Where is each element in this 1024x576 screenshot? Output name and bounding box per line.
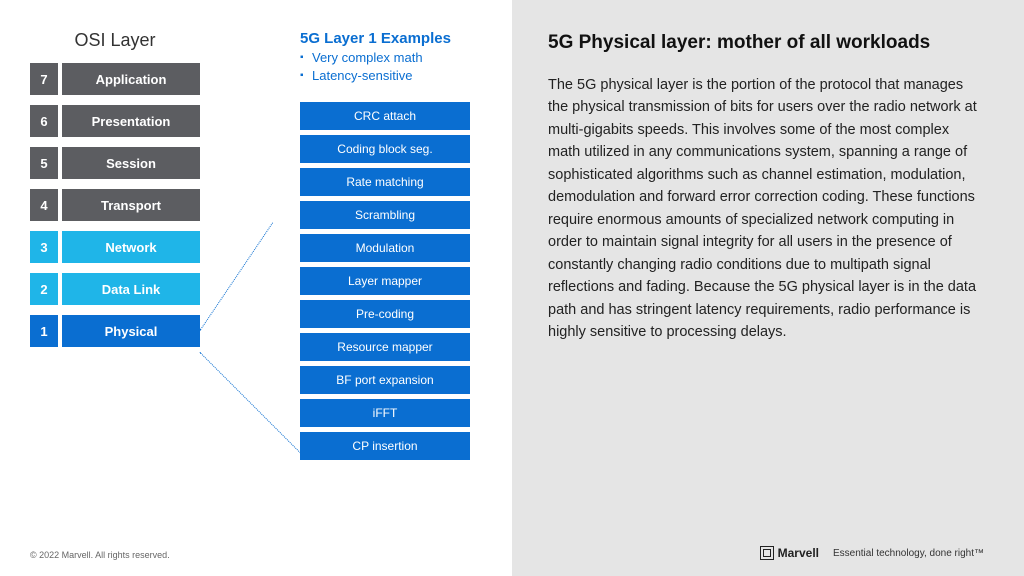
- osi-title: OSI Layer: [30, 30, 200, 51]
- example-item: BF port expansion: [300, 366, 470, 394]
- bullet: Latency-sensitive: [300, 67, 470, 85]
- osi-num: 7: [30, 63, 58, 95]
- examples-bullets: Very complex math Latency-sensitive: [300, 49, 470, 84]
- osi-layer-2: 2 Data Link: [30, 273, 200, 305]
- connector-top: [200, 222, 274, 330]
- example-item: Scrambling: [300, 201, 470, 229]
- osi-label: Network: [62, 231, 200, 263]
- osi-label: Application: [62, 63, 200, 95]
- example-item: Resource mapper: [300, 333, 470, 361]
- right-body: The 5G physical layer is the portion of …: [548, 74, 984, 344]
- example-item: iFFT: [300, 399, 470, 427]
- osi-num: 1: [30, 315, 58, 347]
- osi-layer-5: 5 Session: [30, 147, 200, 179]
- osi-layer-3: 3 Network: [30, 231, 200, 263]
- osi-layer-7: 7 Application: [30, 63, 200, 95]
- osi-label: Physical: [62, 315, 200, 347]
- osi-layer-6: 6 Presentation: [30, 105, 200, 137]
- osi-stack: 7 Application 6 Presentation 5 Session 4…: [30, 63, 200, 347]
- examples-title: 5G Layer 1 Examples: [300, 30, 470, 47]
- left-panel: OSI Layer 7 Application 6 Presentation 5…: [0, 0, 512, 576]
- example-item: Layer mapper: [300, 267, 470, 295]
- brand-tagline: Essential technology, done right™: [833, 548, 984, 559]
- osi-label: Session: [62, 147, 200, 179]
- example-item: Rate matching: [300, 168, 470, 196]
- brand-logo: Marvell: [760, 546, 819, 560]
- brand-logo-icon: [760, 546, 774, 560]
- osi-label: Data Link: [62, 273, 200, 305]
- example-item: CRC attach: [300, 102, 470, 130]
- connector-bottom: [200, 352, 301, 453]
- brand-name: Marvell: [778, 546, 819, 560]
- example-stack: CRC attach Coding block seg. Rate matchi…: [300, 102, 470, 460]
- osi-num: 2: [30, 273, 58, 305]
- bullet: Very complex math: [300, 49, 470, 67]
- examples-column: 5G Layer 1 Examples Very complex math La…: [300, 30, 470, 460]
- example-item: CP insertion: [300, 432, 470, 460]
- example-item: Pre-coding: [300, 300, 470, 328]
- osi-num: 4: [30, 189, 58, 221]
- example-item: Coding block seg.: [300, 135, 470, 163]
- osi-num: 6: [30, 105, 58, 137]
- copyright: © 2022 Marvell. All rights reserved.: [30, 550, 170, 560]
- osi-label: Transport: [62, 189, 200, 221]
- brand-footer: Marvell Essential technology, done right…: [760, 546, 984, 560]
- right-panel: 5G Physical layer: mother of all workloa…: [512, 0, 1024, 576]
- osi-layer-1: 1 Physical: [30, 315, 200, 347]
- osi-num: 3: [30, 231, 58, 263]
- osi-layer-4: 4 Transport: [30, 189, 200, 221]
- osi-num: 5: [30, 147, 58, 179]
- example-item: Modulation: [300, 234, 470, 262]
- osi-label: Presentation: [62, 105, 200, 137]
- right-title: 5G Physical layer: mother of all workloa…: [548, 32, 984, 54]
